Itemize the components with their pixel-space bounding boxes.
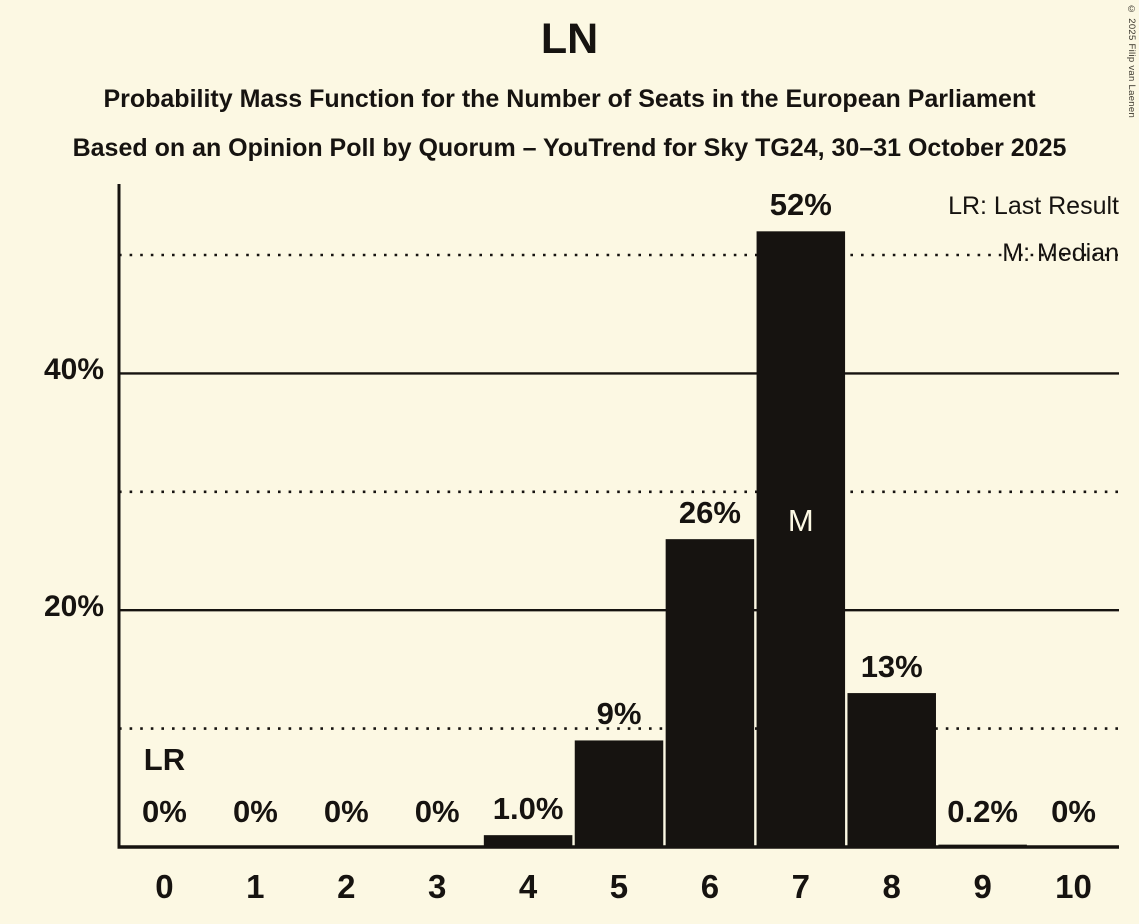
last-result-marker: LR xyxy=(143,742,186,777)
median-marker: M xyxy=(787,503,814,539)
bar-value-label-7: 52% xyxy=(769,187,832,223)
x-axis-tick-5: 5 xyxy=(609,868,629,905)
y-axis-tick-40: 40% xyxy=(43,353,104,387)
bar-value-label-2: 0% xyxy=(323,794,369,829)
x-axis-tick-7: 7 xyxy=(791,868,810,905)
bar-value-label-0: 0% xyxy=(142,794,187,829)
chart-header: LN Probability Mass Function for the Num… xyxy=(0,0,1139,161)
x-axis-tick-1: 1 xyxy=(246,868,265,905)
x-axis-tick-10: 10 xyxy=(1055,868,1092,905)
bar-seat-6[interactable] xyxy=(665,539,755,847)
bar-value-label-5: 9% xyxy=(596,696,642,732)
bar-seat-8[interactable] xyxy=(847,693,936,847)
copyright-notice: © 2025 Filip van Laenen xyxy=(1126,4,1137,119)
bar-value-label-1: 0% xyxy=(232,794,278,829)
bar-seat-7[interactable] xyxy=(756,231,846,847)
y-axis-tick-20: 20% xyxy=(43,590,104,624)
bar-value-label-8: 13% xyxy=(860,649,923,685)
x-axis-tick-9: 9 xyxy=(973,868,992,905)
legend-item-last-result: LR: Last Result xyxy=(948,192,1119,220)
bar-seat-4[interactable] xyxy=(483,835,573,847)
legend-item-median: M: Median xyxy=(1002,239,1119,267)
bar-value-label-10: 0% xyxy=(1051,794,1096,829)
bar-value-label-6: 26% xyxy=(678,495,741,531)
page-title: LN xyxy=(540,15,599,63)
x-axis-tick-0: 0 xyxy=(155,868,174,905)
chart-subtitle: Probability Mass Function for the Number… xyxy=(103,85,1036,113)
chart-source-line: Based on an Opinion Poll by Quorum – You… xyxy=(72,134,1067,162)
x-axis-tick-6: 6 xyxy=(700,868,720,905)
bar-value-label-9: 0.2% xyxy=(947,794,1018,829)
x-axis-tick-2: 2 xyxy=(337,868,356,905)
x-axis-tick-3: 3 xyxy=(427,868,447,905)
bar-value-label-3: 0% xyxy=(414,794,460,829)
bar-seat-5[interactable] xyxy=(574,740,664,847)
x-axis-tick-8: 8 xyxy=(882,868,901,905)
bar-value-label-4: 1.0% xyxy=(492,791,564,827)
x-axis-tick-4: 4 xyxy=(518,868,538,905)
chart-legend: LR: Last Result M: Median xyxy=(948,183,1119,277)
